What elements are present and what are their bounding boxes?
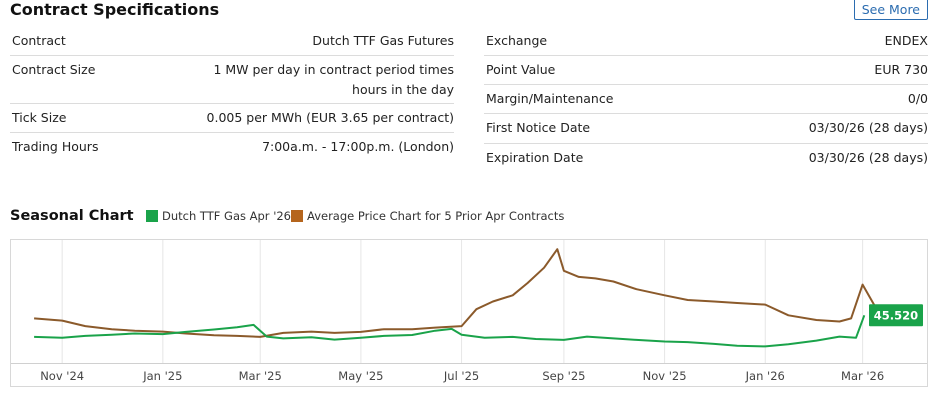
spec-label: Point Value (486, 62, 556, 77)
spec-label: Contract (12, 33, 66, 48)
x-tick-label: Jan '25 (142, 369, 182, 383)
last-value-label: 45.520 (874, 308, 918, 322)
spec-row-point-value: Point Value EUR 730 (484, 56, 928, 85)
x-tick-label: Nov '24 (40, 369, 84, 383)
spec-row-exchange: Exchange ENDEX (484, 27, 928, 56)
spec-row-contract-size: Contract Size 1 MW per day in contract p… (10, 56, 454, 104)
spec-value-continued: hours in the day (352, 82, 454, 97)
spec-label: Trading Hours (12, 139, 99, 154)
contract-specifications-header: Contract Specifications See More (10, 0, 928, 22)
legend-item-average[interactable]: Average Price Chart for 5 Prior Apr Cont… (291, 209, 564, 223)
x-tick-label: May '25 (338, 369, 383, 383)
spec-row-margin: Margin/Maintenance 0/0 (484, 85, 928, 114)
spec-label: Contract Size (12, 62, 96, 77)
series-line-current (34, 314, 866, 348)
seasonal-chart: Nov '24 Jan '25 Mar '25 May '25 Jul '25 Sep '… (10, 237, 928, 389)
series-line-average (34, 248, 908, 338)
spec-value: Dutch TTF Gas Futures (312, 33, 454, 48)
spec-row-contract: Contract Dutch TTF Gas Futures (10, 27, 454, 56)
seasonal-chart-svg: Nov '24 Jan '25 Mar '25 May '25 Jul '25 Sep '… (10, 239, 928, 387)
spec-label: Tick Size (12, 110, 67, 125)
x-tick-label: Nov '25 (643, 369, 687, 383)
spec-value: 1 MW per day in contract period times (213, 62, 454, 77)
section-title: Contract Specifications (10, 0, 220, 19)
spec-row-expiration-date: Expiration Date 03/30/26 (28 days) (484, 144, 928, 172)
spec-value: ENDEX (884, 33, 928, 48)
spec-value: EUR 730 (874, 62, 928, 77)
legend-swatch-green (146, 210, 158, 222)
spec-row-tick-size: Tick Size 0.005 per MWh (EUR 3.65 per co… (10, 104, 454, 133)
plot-frame (10, 239, 928, 387)
spec-label: Exchange (486, 33, 548, 48)
spec-value: 03/30/26 (28 days) (808, 120, 928, 135)
spec-label: First Notice Date (486, 120, 591, 135)
x-tick-label: Sep '25 (542, 369, 585, 383)
x-tick-label: Mar '25 (239, 369, 282, 383)
spec-label: Expiration Date (486, 150, 584, 165)
spec-label: Margin/Maintenance (486, 91, 614, 106)
x-tick-label: Jul '25 (443, 369, 479, 383)
legend-item-current[interactable]: Dutch TTF Gas Apr '26 (146, 209, 291, 223)
specs-right-table: Exchange ENDEX Point Value EUR 730 Margi… (484, 27, 928, 172)
spec-row-first-notice-date: First Notice Date 03/30/26 (28 days) (484, 114, 928, 144)
seasonal-chart-title: Seasonal Chart (10, 208, 134, 224)
spec-value: 0.005 per MWh (EUR 3.65 per contract) (206, 110, 454, 125)
legend-label: Dutch TTF Gas Apr '26 (162, 209, 291, 223)
last-value-badge (869, 304, 923, 327)
see-more-button[interactable]: See More (853, 0, 928, 20)
seasonal-chart-header: Seasonal Chart Dutch TTF Gas Apr '26 Ave… (10, 206, 928, 228)
spec-value: 03/30/26 (28 days) (808, 150, 928, 165)
spec-value: 7:00a.m. - 17:00p.m. (London) (262, 139, 454, 154)
spec-row-trading-hours: Trading Hours 7:00a.m. - 17:00p.m. (Lond… (10, 133, 454, 161)
legend-label: Average Price Chart for 5 Prior Apr Cont… (307, 209, 565, 223)
x-tick-label: Mar '26 (841, 369, 884, 383)
x-tick-label: Jan '26 (745, 369, 785, 383)
legend-swatch-brown (291, 210, 303, 222)
specs-left-table: Contract Dutch TTF Gas Futures Contract … (10, 27, 454, 161)
spec-value: 0/0 (907, 91, 928, 106)
